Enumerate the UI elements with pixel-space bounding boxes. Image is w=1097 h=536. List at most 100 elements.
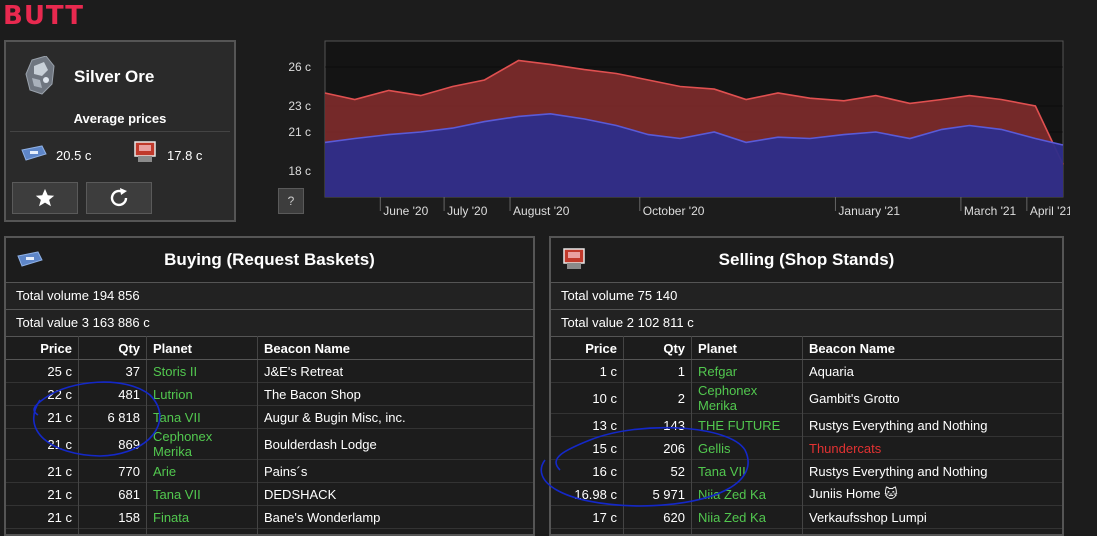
qty-cell: 620	[624, 506, 692, 529]
qty-cell: 84	[624, 529, 692, 536]
buying-panel: Buying (Request Baskets) Total volume 19…	[4, 236, 535, 536]
favorite-button[interactable]	[12, 182, 78, 214]
planet-cell[interactable]: Lutrion	[147, 383, 258, 406]
beacon-cell[interactable]: Rustys Everything and Nothing	[803, 414, 1063, 437]
selling-panel: Selling (Shop Stands) Total volume 75 14…	[549, 236, 1064, 536]
price-cell: 21 c	[6, 460, 79, 483]
planet-cell[interactable]: Arie	[147, 460, 258, 483]
planet-cell[interactable]: THE FUTURE	[692, 414, 803, 437]
table-header-row: Price Qty Planet Beacon Name	[6, 337, 533, 360]
price-cell: 10 c	[551, 383, 624, 414]
price-cell: 21 c	[6, 506, 79, 529]
column-header-qty[interactable]: Qty	[624, 337, 692, 360]
planet-cell[interactable]: Storis II	[147, 360, 258, 383]
column-header-price[interactable]: Price	[6, 337, 79, 360]
selling-title: Selling (Shop Stands)	[551, 250, 1062, 270]
y-tick-label: 23 c	[288, 99, 311, 113]
help-button[interactable]: ?	[278, 188, 304, 214]
qty-cell: 1	[624, 360, 692, 383]
column-header-beacon[interactable]: Beacon Name	[258, 337, 534, 360]
planet-cell[interactable]: Boori	[147, 529, 258, 536]
qty-cell: 770	[79, 460, 147, 483]
buying-title: Buying (Request Baskets)	[6, 250, 533, 270]
x-tick-label: July '20	[447, 204, 488, 218]
item-summary-panel: Silver Ore Average prices 20.5 c 17.8 c	[4, 40, 236, 222]
column-header-planet[interactable]: Planet	[147, 337, 258, 360]
column-header-beacon[interactable]: Beacon Name	[803, 337, 1063, 360]
x-tick-label: January '21	[838, 204, 900, 218]
price-cell: 16.98 c	[551, 483, 624, 506]
table-row: 17 c84RefgarGareth's Gatherings	[551, 529, 1062, 536]
refresh-button[interactable]	[86, 182, 152, 214]
x-tick-label: August '20	[513, 204, 570, 218]
beacon-cell[interactable]: The Bacon Shop	[258, 383, 534, 406]
price-cell: 17 c	[551, 529, 624, 536]
planet-cell[interactable]: Cephonex Merika	[147, 429, 258, 460]
planet-cell[interactable]: Refgar	[692, 529, 803, 536]
beacon-cell[interactable]: J&E's Retreat	[258, 360, 534, 383]
beacon-cell[interactable]: DEDSHACK	[258, 483, 534, 506]
beacon-cell[interactable]: Pains´s	[258, 460, 534, 483]
column-header-planet[interactable]: Planet	[692, 337, 803, 360]
selling-total-volume: Total volume 75 140	[551, 282, 1062, 309]
table-header-row: Price Qty Planet Beacon Name	[551, 337, 1062, 360]
planet-cell[interactable]: Finata	[147, 506, 258, 529]
column-header-price[interactable]: Price	[551, 337, 624, 360]
planet-cell[interactable]: Niia Zed Ka	[692, 506, 803, 529]
price-cell: 13 c	[551, 414, 624, 437]
average-sell-price: 17.8 c	[167, 148, 202, 163]
qty-cell: 681	[79, 483, 147, 506]
qty-cell: 2	[624, 383, 692, 414]
item-name: Silver Ore	[74, 67, 154, 87]
beacon-cell[interactable]: Bane's Wonderlamp	[258, 506, 534, 529]
x-tick-label: June '20	[383, 204, 428, 218]
price-cell: 1 c	[551, 360, 624, 383]
x-tick-label: March '21	[964, 204, 1017, 218]
planet-cell[interactable]: Niia Zed Ka	[692, 483, 803, 506]
beacon-cell[interactable]: Boulderdash Lodge	[258, 429, 534, 460]
beacon-cell[interactable]: Gambit's Grotto	[803, 383, 1063, 414]
beacon-cell[interactable]: Thundercats	[803, 437, 1063, 460]
beacon-cell[interactable]: Aquaria	[803, 360, 1063, 383]
beacon-cell[interactable]: Augur & Bugin Misc, inc.	[258, 406, 534, 429]
qty-cell: 5 971	[624, 483, 692, 506]
beacon-cell[interactable]: Rustys Everything and Nothing	[803, 460, 1063, 483]
column-header-qty[interactable]: Qty	[79, 337, 147, 360]
qty-cell: 132	[79, 529, 147, 536]
planet-cell[interactable]: Gellis	[692, 437, 803, 460]
beacon-cell[interactable]: Ores & Mores (Buy/Sell) TNT/PS	[258, 529, 534, 536]
planet-cell[interactable]: Tana VII	[147, 406, 258, 429]
planet-cell[interactable]: Refgar	[692, 360, 803, 383]
planet-cell[interactable]: Tana VII	[692, 460, 803, 483]
qty-cell: 869	[79, 429, 147, 460]
beacon-cell[interactable]: Gareth's Gatherings	[803, 529, 1063, 536]
y-tick-label: 21 c	[288, 125, 311, 139]
price-cell: 21 c	[6, 406, 79, 429]
average-buy-price: 20.5 c	[56, 148, 91, 163]
qty-cell: 52	[624, 460, 692, 483]
beacon-cell[interactable]: Verkaufsshop Lumpi	[803, 506, 1063, 529]
price-cell: 25 c	[6, 360, 79, 383]
price-cell: 15 c	[551, 437, 624, 460]
divider	[10, 131, 230, 132]
planet-cell[interactable]: Tana VII	[147, 483, 258, 506]
price-cell: 21 c	[6, 529, 79, 536]
qty-cell: 37	[79, 360, 147, 383]
price-cell: 17 c	[551, 506, 624, 529]
y-tick-label: 18 c	[288, 164, 311, 178]
planet-cell[interactable]: Cephonex Merika	[692, 383, 803, 414]
beacon-cell[interactable]: Juniis Home 🐱	[803, 483, 1063, 506]
